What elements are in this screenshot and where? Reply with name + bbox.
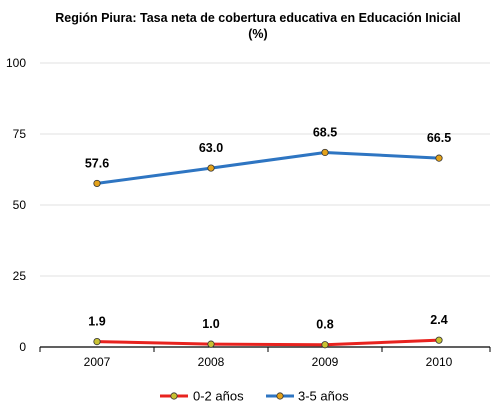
data-label: 1.0 bbox=[202, 317, 219, 331]
y-tick-label: 100 bbox=[6, 56, 26, 70]
x-tick-label: 2009 bbox=[312, 355, 339, 369]
y-tick-label: 50 bbox=[13, 198, 27, 212]
chart-title-unit: (%) bbox=[248, 27, 267, 41]
x-tick-label: 2010 bbox=[426, 355, 453, 369]
legend-marker-3-5 bbox=[276, 392, 284, 400]
data-label: 68.5 bbox=[313, 125, 337, 139]
gridlines bbox=[40, 62, 490, 277]
chart-title: Región Piura: Tasa neta de cobertura edu… bbox=[55, 11, 460, 25]
legend-label-3-5: 3-5 años bbox=[298, 389, 349, 404]
x-tick-label: 2008 bbox=[198, 355, 225, 369]
data-label: 63.0 bbox=[199, 141, 223, 155]
data-label: 0.8 bbox=[316, 318, 333, 332]
legend: 0-2 años 3-5 años bbox=[160, 389, 349, 404]
data-point bbox=[93, 338, 101, 346]
x-axis bbox=[39, 346, 491, 352]
y-tick-label: 25 bbox=[13, 269, 27, 283]
data-label: 66.5 bbox=[427, 131, 451, 145]
legend-item-3-5: 3-5 años bbox=[266, 389, 349, 404]
x-tick-label: 2007 bbox=[84, 355, 111, 369]
data-labels: 1.9 1.0 0.8 2.4 57.6 63.0 68.5 66.5 bbox=[85, 125, 451, 331]
legend-marker-0-2 bbox=[170, 392, 178, 400]
data-label: 1.9 bbox=[88, 315, 105, 329]
x-axis-tick-labels: 2007 2008 2009 2010 bbox=[84, 355, 453, 369]
data-point bbox=[321, 148, 329, 157]
data-point bbox=[207, 340, 215, 348]
data-point bbox=[207, 164, 215, 172]
series bbox=[93, 148, 443, 349]
legend-label-0-2: 0-2 años bbox=[193, 389, 244, 404]
data-label: 2.4 bbox=[430, 313, 447, 327]
data-point bbox=[435, 154, 443, 162]
y-tick-label: 0 bbox=[19, 340, 26, 354]
data-point bbox=[93, 179, 101, 188]
legend-item-0-2: 0-2 años bbox=[160, 389, 244, 404]
y-tick-label: 75 bbox=[13, 127, 27, 141]
data-point bbox=[321, 341, 329, 349]
y-axis-tick-labels: 0 25 50 75 100 bbox=[6, 56, 26, 354]
data-label: 57.6 bbox=[85, 156, 109, 170]
series-line-1 bbox=[95, 150, 441, 185]
data-point bbox=[435, 336, 443, 344]
series-line-0 bbox=[95, 338, 441, 347]
